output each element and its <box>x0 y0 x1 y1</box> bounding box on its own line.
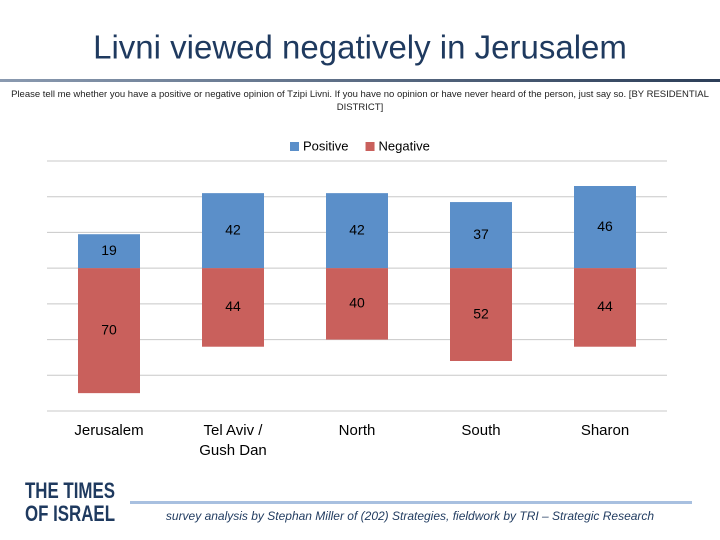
footer: survey analysis by Stephan Miller of (20… <box>166 509 655 523</box>
logo-line: THE TIMES <box>25 478 115 503</box>
legend-swatch <box>365 142 375 151</box>
legend-label: Positive <box>303 138 349 153</box>
bar <box>574 268 636 347</box>
data-label: 40 <box>349 295 365 311</box>
bar <box>450 202 512 269</box>
data-label: 46 <box>597 218 613 234</box>
data-label: 19 <box>101 242 117 258</box>
title-rule <box>0 79 720 82</box>
x-tick-box: North <box>338 422 376 439</box>
data-label: 42 <box>349 221 365 237</box>
x-tick-box: Sharon <box>580 422 630 439</box>
bar <box>450 268 512 361</box>
logo-line: OF ISRAEL <box>25 501 115 526</box>
subtitle: Please tell me whether you have a positi… <box>11 89 709 113</box>
data-label: 70 <box>101 321 117 337</box>
x-tick-label: Tel Aviv / Gush Dan <box>199 422 267 459</box>
x-tick-box: Jerusalem <box>74 422 144 439</box>
legend-label: Negative <box>379 138 430 153</box>
bar <box>326 193 388 269</box>
bar <box>574 186 636 269</box>
subtitle-box: Please tell me whether you have a positi… <box>11 89 709 113</box>
x-tick-label: Sharon <box>580 422 630 439</box>
x-tick-label: South <box>461 422 501 439</box>
data-label: 52 <box>473 305 489 321</box>
x-tick-box: Tel Aviv / Gush Dan <box>199 422 267 459</box>
bar <box>326 268 388 340</box>
bar <box>78 234 140 269</box>
legend-swatch <box>290 142 299 151</box>
x-tick-label: North <box>338 422 376 439</box>
data-label: 37 <box>473 226 489 242</box>
x-tick-box: South <box>461 422 501 439</box>
chart-title: Livni viewed negatively in Jerusalem <box>93 29 627 66</box>
data-label: 44 <box>597 298 613 314</box>
bar <box>78 268 140 394</box>
footer-rule <box>130 501 692 504</box>
bar <box>202 268 264 347</box>
x-tick-label: Jerusalem <box>74 422 144 439</box>
data-label: 42 <box>225 221 241 237</box>
data-label: 44 <box>225 298 241 314</box>
bar <box>202 193 264 269</box>
